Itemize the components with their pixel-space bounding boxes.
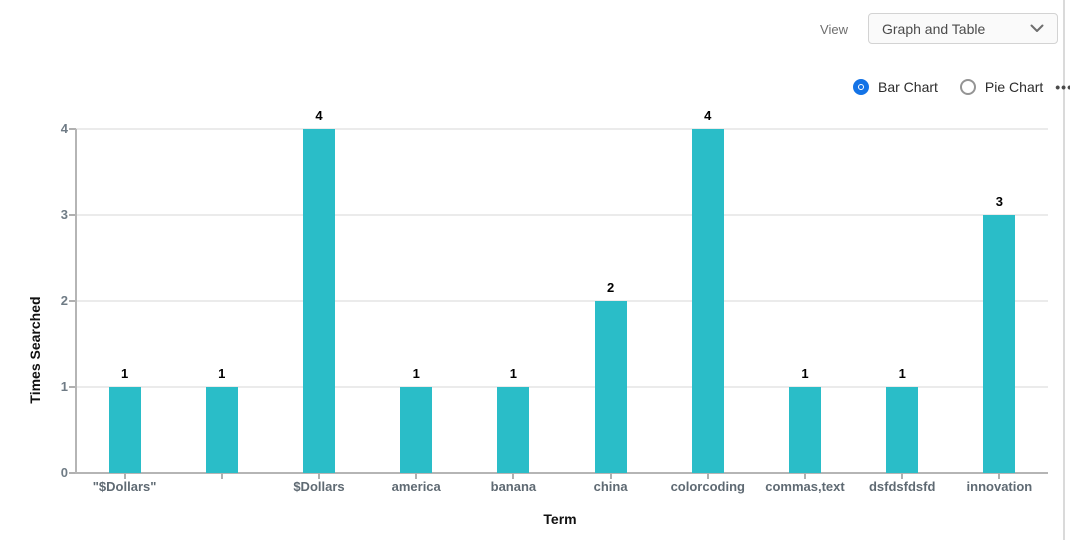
gridline — [76, 128, 1048, 130]
x-tick-label: banana — [490, 479, 537, 494]
y-tick-label: 2 — [60, 293, 68, 308]
x-tick-label: colorcoding — [670, 479, 745, 494]
x-tick-label: "$Dollars" — [92, 479, 157, 494]
bar-value-label: 1 — [801, 366, 809, 381]
x-axis-tick — [123, 473, 126, 479]
more-options-button[interactable]: ••• — [1053, 78, 1070, 96]
x-tick-label: dsfdsfdsfd — [868, 479, 936, 494]
x-axis-tick — [415, 473, 418, 479]
x-axis-tick — [998, 473, 1001, 479]
radio-pie-chart[interactable]: Pie Chart — [959, 79, 1043, 95]
bar[interactable] — [400, 387, 433, 473]
x-axis-tick — [609, 473, 612, 479]
bar-value-label: 4 — [315, 108, 323, 123]
y-tick-label: 0 — [60, 465, 68, 480]
bar-value-label: 4 — [704, 108, 712, 123]
x-axis-tick — [804, 473, 806, 479]
chart-type-radiogroup: Bar Chart Pie Chart ••• — [853, 78, 1070, 96]
radio-bar-chart[interactable]: Bar Chart — [853, 79, 938, 95]
y-axis-tick — [69, 214, 76, 216]
bar[interactable] — [789, 387, 821, 473]
x-axis-line — [75, 472, 1048, 474]
x-tick-label: innovation — [966, 479, 1033, 494]
view-select-value: Graph and Table — [882, 20, 986, 37]
x-tick-label: china — [593, 479, 628, 494]
y-axis-line — [75, 129, 77, 474]
view-select[interactable]: Graph and Table — [868, 13, 1058, 44]
y-axis-title: Times Searched — [27, 296, 43, 404]
y-tick-label: 3 — [60, 207, 68, 222]
bar[interactable] — [497, 387, 530, 473]
y-axis-tick — [69, 472, 76, 474]
x-axis-tick — [318, 473, 320, 479]
y-axis-tick — [69, 128, 76, 130]
panel-right-border — [1063, 0, 1065, 540]
x-tick-label: commas,text — [765, 479, 845, 494]
bar-value-label: 1 — [218, 366, 226, 381]
y-tick-label: 4 — [60, 121, 68, 136]
chevron-down-icon — [1030, 24, 1044, 33]
x-axis-tick — [220, 473, 223, 479]
x-axis-tick — [901, 473, 904, 479]
x-axis-title: Term — [543, 511, 577, 527]
bar[interactable] — [303, 129, 335, 473]
gridline — [76, 214, 1048, 216]
bar[interactable] — [205, 387, 238, 473]
x-tick-label: $Dollars — [293, 479, 345, 494]
y-tick-label: 1 — [60, 379, 68, 394]
bar[interactable] — [108, 387, 141, 473]
bar[interactable] — [886, 387, 919, 473]
bar-value-label: 1 — [898, 366, 906, 381]
bar[interactable] — [594, 301, 627, 473]
bar-value-label: 1 — [509, 366, 517, 381]
gridline — [76, 386, 1048, 388]
view-dropdown-label: View — [820, 22, 848, 37]
y-axis-tick — [69, 386, 76, 388]
radio-icon — [959, 79, 976, 95]
x-axis-tick — [512, 473, 515, 479]
bar[interactable] — [983, 215, 1016, 473]
y-axis-tick — [69, 300, 76, 302]
x-axis-tick — [706, 473, 709, 479]
bar-value-label: 3 — [995, 194, 1003, 209]
x-tick-label: america — [391, 479, 441, 494]
bar[interactable] — [691, 129, 724, 473]
gridline — [76, 300, 1048, 302]
bar-value-label: 1 — [120, 366, 129, 381]
radio-icon — [853, 79, 869, 95]
bar-value-label: 2 — [606, 280, 615, 295]
bar-value-label: 1 — [412, 366, 420, 381]
